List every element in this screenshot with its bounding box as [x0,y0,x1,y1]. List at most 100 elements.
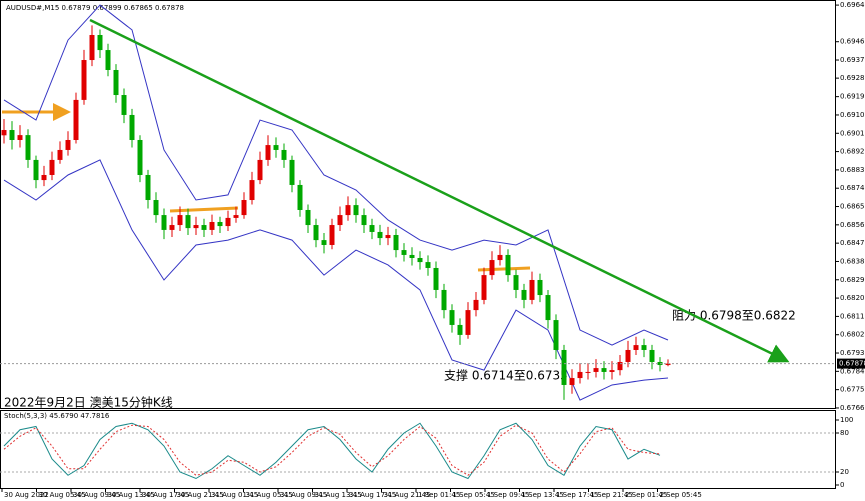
x-tick-label: 30 Aug 21:45 [177,491,224,499]
candle-body [169,225,175,230]
last-price-box [837,358,865,369]
candle-body [649,349,655,362]
candle-body [49,159,55,175]
y-tick-label: 0.69281 [840,74,865,82]
x-tick-label: 2 Sep 05:45 [660,491,702,499]
stoch-tick-label: 0 [840,481,844,489]
candle-body [105,50,111,70]
candle-body [193,225,199,229]
candle-body [25,135,31,160]
candle-body [233,215,239,218]
candle-body [433,267,439,290]
candle-body [17,135,23,140]
candle-body [609,370,615,372]
candle-body [401,250,407,255]
x-tick-label: 1 Sep 17:45 [556,491,598,499]
candle-body [265,145,271,160]
candle-body [153,200,159,216]
candle-body [521,289,527,300]
x-tick-label: 1 Sep 09:45 [487,491,529,499]
resistance-note: 阻力 0.6798至0.6822 [672,309,796,323]
candle-body [177,215,183,226]
x-tick-label: 31 Aug 21:45 [384,491,431,499]
candle-body [465,310,471,335]
x-tick-label: 1 Sep 05:45 [453,491,495,499]
candle-body [137,139,143,175]
support-note: 支撑 0.6714至0.6735 [444,368,568,383]
candle-body [585,371,591,373]
candle-body [457,324,463,335]
candle-body [617,361,623,371]
candle-body [185,215,191,229]
candle-body [369,225,375,232]
candle-body [257,159,263,181]
candle-body [449,310,455,325]
candle-body [561,349,567,385]
y-tick-label: 0.67660 [840,404,865,412]
candle-body [113,69,119,96]
stoch-tick-label: 20 [840,468,849,476]
x-tick-label: 31 Aug 17:45 [349,491,396,499]
bollinger-upper [3,4,669,346]
candle-body [545,295,551,321]
candle-body [81,60,87,100]
candle-body [305,209,311,226]
candle-body [57,149,63,160]
candle-body [273,145,279,150]
candle-body [201,225,207,230]
candle-body [569,378,575,385]
x-tick-label: 31 Aug 13:45 [315,491,362,499]
candle-body [161,215,167,230]
candle-body [625,349,631,362]
candle-body [209,221,215,230]
candle-body [65,139,71,150]
candle-body [537,279,543,296]
candle-body [377,231,383,239]
x-tick-label: 30 Aug 05:45 [39,491,86,499]
candle-body [289,159,295,185]
candle-body [33,159,39,181]
candle-body [417,258,423,263]
candle-body [353,205,359,216]
candle-body [41,174,47,181]
candle-body [225,217,231,227]
x-tick-label: 30 Aug 09:45 [73,491,120,499]
candle-body [337,215,343,226]
last-price-label: 0.67878 [839,360,865,368]
candle-body [665,363,671,366]
candle-body [473,299,479,311]
candle-body [593,368,599,372]
stoch-tick-label: 100 [840,416,853,424]
candle-body [97,34,103,51]
stoch-title: Stoch(5,3,3) 45.6790 47.7816 [4,412,110,420]
x-tick-label: 2 Sep 01:45 [625,491,667,499]
stoch-signal [3,424,661,476]
x-tick-label: 31 Aug 05:45 [246,491,293,499]
candle-body [633,345,639,350]
candle-body [441,289,447,311]
candle-body [9,130,15,140]
x-tick-label: 30 Aug 17:45 [142,491,189,499]
candle-body [361,215,367,226]
candle-body [529,279,535,300]
candle-body [393,235,399,251]
candle-body [121,95,127,115]
candle-body [129,114,135,140]
candle-body [329,225,335,245]
